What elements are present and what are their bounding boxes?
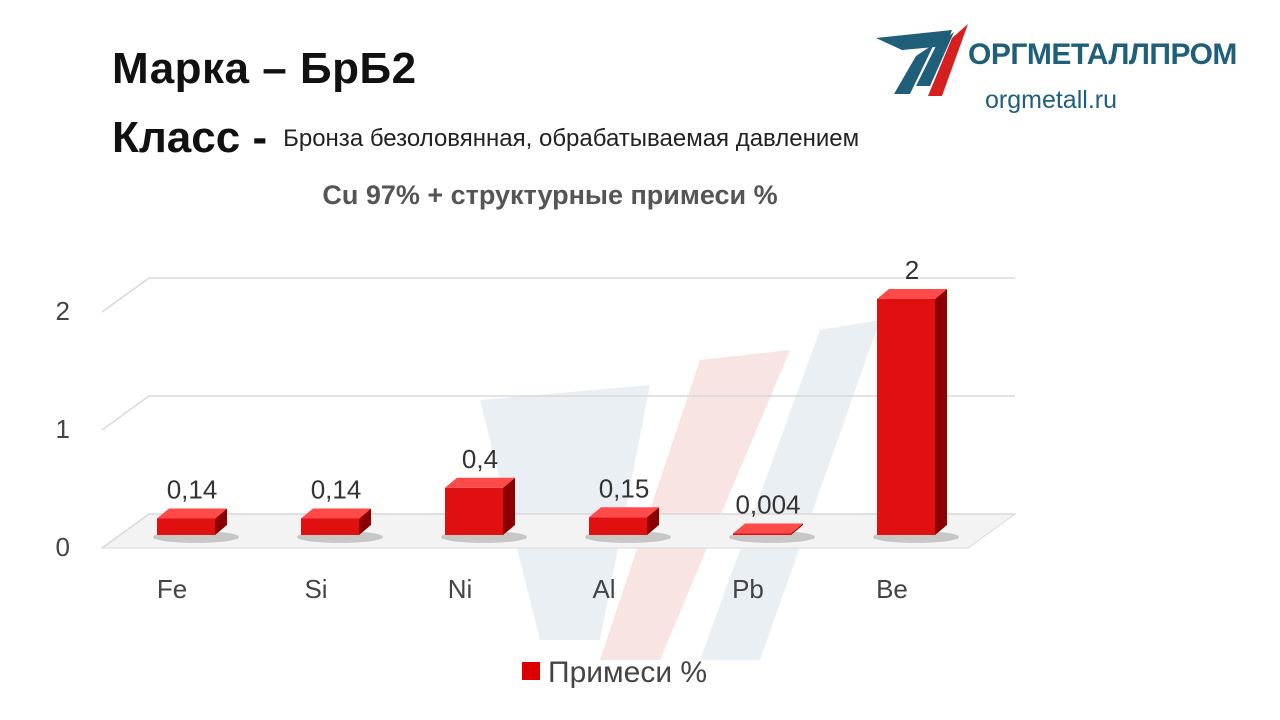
bar-top — [877, 289, 947, 299]
legend-swatch — [522, 662, 540, 680]
watermark-stroke — [700, 320, 880, 660]
x-tick-label: Fe — [157, 574, 187, 604]
grade-title: Марка – БрБ2 — [112, 44, 417, 94]
grade-value: БрБ2 — [299, 44, 417, 93]
bar-fe — [157, 518, 215, 535]
x-tick-label: Ni — [448, 574, 473, 604]
x-tick-label: Al — [592, 574, 615, 604]
grade-dash: – — [262, 44, 288, 93]
bar-top — [445, 477, 515, 488]
data-label: 0,14 — [311, 474, 362, 504]
bar-si — [301, 518, 359, 535]
legend: Примеси % — [522, 656, 707, 690]
logo-icon — [876, 24, 968, 96]
bar-side — [359, 508, 371, 535]
data-label: 2 — [905, 255, 919, 285]
bar-pb — [733, 533, 791, 535]
bar-al — [589, 517, 647, 535]
y-tick-label: 2 — [56, 296, 70, 326]
x-tick-label: Pb — [732, 574, 764, 604]
legend-label: Примеси % — [548, 656, 708, 689]
chart-title: Cu 97% + структурные примеси % — [322, 180, 778, 210]
bar-side — [791, 523, 803, 535]
class-description: Бронза безоловянная, обрабатываемая давл… — [283, 125, 860, 152]
class-title: Класс - Бронза безоловянная, обрабатываем… — [112, 113, 859, 163]
data-label: 0,004 — [735, 490, 800, 520]
gridline-side — [101, 277, 150, 313]
y-tick-label: 0 — [56, 532, 70, 562]
y-tick-label: 1 — [56, 414, 70, 444]
data-label: 0,4 — [462, 444, 498, 474]
bar-ni — [445, 487, 503, 535]
bar-top — [733, 523, 803, 534]
watermark-stroke — [480, 385, 650, 640]
bar-side — [215, 508, 227, 535]
bar-side — [935, 289, 947, 535]
bar-be — [877, 299, 935, 535]
data-label: 0,14 — [167, 474, 218, 504]
x-tick-label: Si — [304, 574, 327, 604]
x-tick-label: Be — [876, 574, 908, 604]
gridline-side — [101, 395, 150, 431]
bar-top — [589, 507, 659, 518]
data-label: 0,15 — [599, 473, 650, 503]
class-label: Класс - — [112, 113, 268, 162]
bar-side — [647, 507, 659, 535]
grade-label: Марка — [112, 44, 250, 93]
bar-top — [157, 508, 227, 519]
bar-side — [503, 477, 515, 535]
bar-top — [301, 508, 371, 519]
gridline-side — [101, 513, 150, 549]
logo-name: ОРГМЕТАЛЛПРОМ — [968, 38, 1237, 71]
logo-url[interactable]: orgmetall.ru — [985, 86, 1117, 114]
watermark-stroke — [600, 350, 790, 660]
